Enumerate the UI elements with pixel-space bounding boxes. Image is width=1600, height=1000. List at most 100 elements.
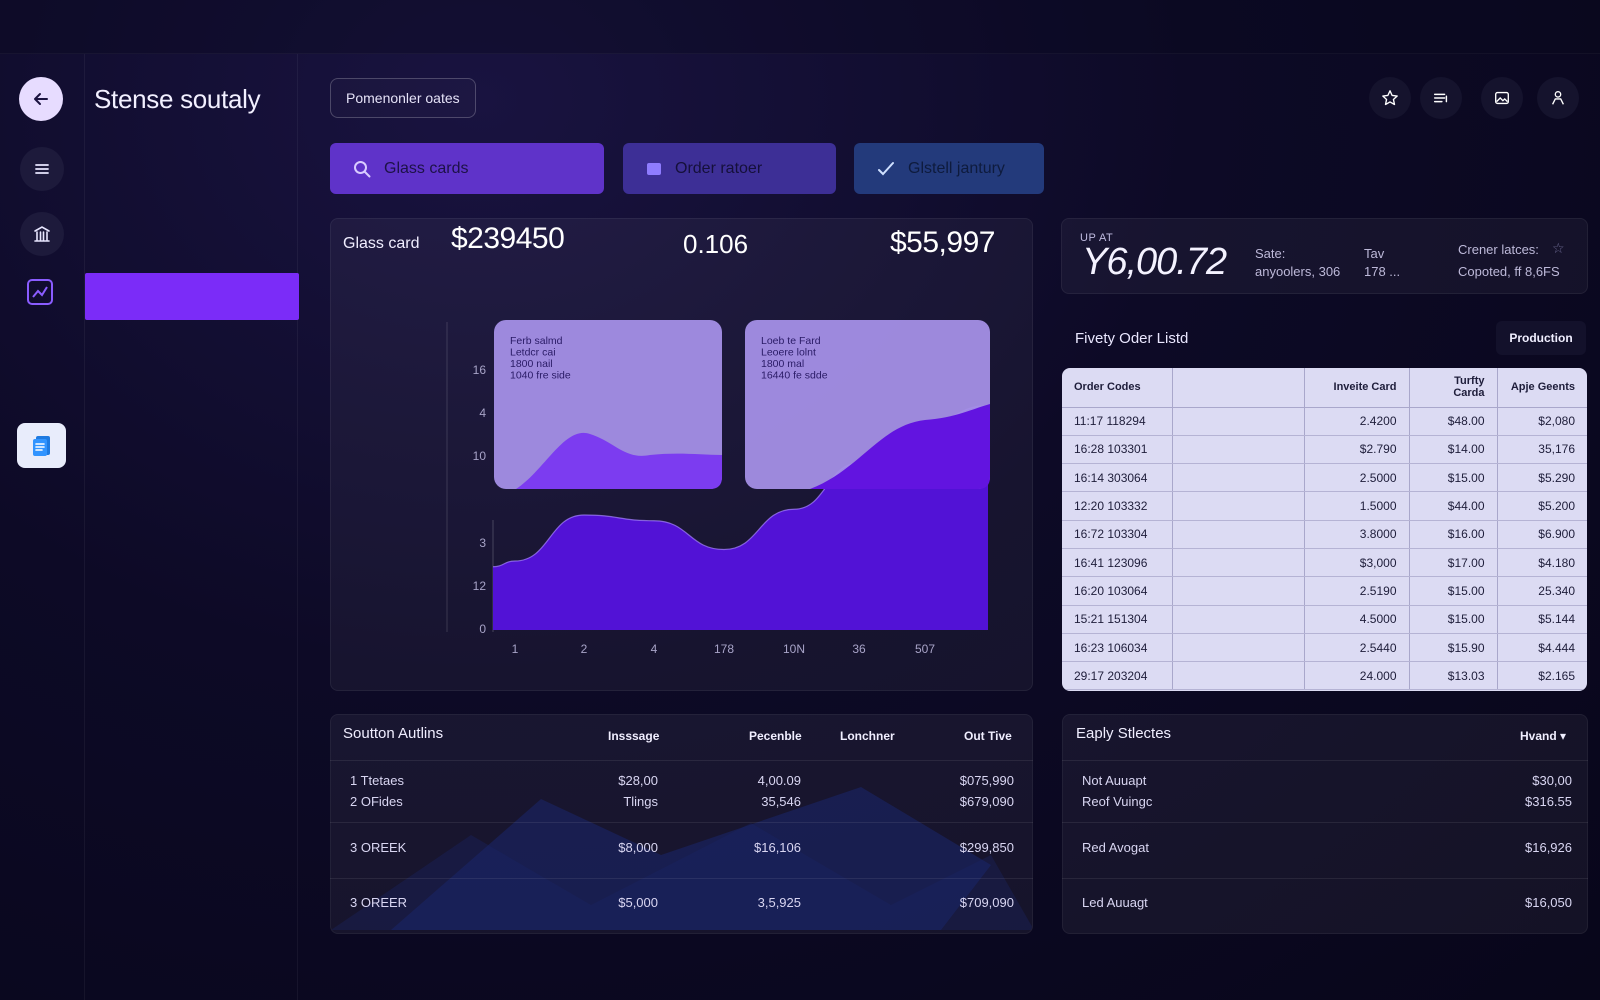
stat-label: Glass card — [343, 235, 420, 252]
table-cell: $2.790 — [1304, 435, 1410, 465]
summary-cell: 3 OREER — [350, 895, 408, 910]
table-cell: 35,176 — [1497, 435, 1587, 465]
column-header: Pecenble — [749, 729, 802, 743]
table-row[interactable]: 29:17 203204 24.000 $13.03 $2.165 — [1062, 661, 1587, 691]
table-cell: $44.00 — [1409, 491, 1498, 521]
kpi-sate-label: Sate: — [1255, 246, 1286, 261]
inset-text: 16440 fe sdde — [761, 370, 828, 382]
production-button[interactable]: Production — [1496, 321, 1586, 355]
summary-cell: Tlings — [623, 794, 658, 809]
table-cell: 2.5440 — [1304, 633, 1410, 663]
document-nav-button[interactable] — [17, 423, 66, 468]
analytics-nav-button[interactable] — [20, 272, 60, 312]
order-table-header[interactable]: Apje Geents — [1497, 368, 1587, 408]
image-icon — [1495, 91, 1509, 105]
inset-wave — [516, 432, 722, 489]
order-table-header[interactable]: Order Codes — [1062, 368, 1173, 408]
table-cell: $4.444 — [1497, 633, 1587, 663]
table-cell: $3,000 — [1304, 548, 1410, 578]
bank-icon — [34, 226, 50, 242]
divider — [1062, 878, 1588, 879]
column-header: Lonchner — [840, 729, 895, 743]
table-cell: $15.00 — [1409, 576, 1498, 606]
favorite-button[interactable] — [1369, 77, 1411, 119]
back-button[interactable] — [19, 77, 63, 121]
menu-icon — [35, 164, 49, 174]
table-row[interactable]: 11:17 118294 2.4200 $48.00 $2,080 — [1062, 407, 1587, 436]
stat-value-primary: $239450 — [451, 222, 565, 255]
table-cell: 3.8000 — [1304, 520, 1410, 549]
early-select-name: Led Auuagt — [1082, 895, 1148, 910]
table-cell: 2.5190 — [1304, 576, 1410, 606]
gallery-button[interactable] — [1481, 77, 1523, 119]
side-panel — [85, 54, 298, 1000]
summary-cell: 1 Ttetaes — [350, 773, 404, 788]
kpi-right-label: Crener latces: — [1458, 242, 1539, 257]
profile-button[interactable] — [1537, 77, 1579, 119]
list-icon — [1433, 93, 1448, 103]
summary-cell: 3,5,925 — [757, 895, 801, 910]
filter-label: Glstell jantury — [908, 159, 1005, 177]
order-table-header[interactable]: Inveite Card — [1304, 368, 1410, 408]
table-row[interactable]: 16:20 103064 2.5190 $15.00 25.340 — [1062, 576, 1587, 606]
menu-button[interactable] — [20, 147, 64, 191]
summary-cell: $299,850 — [959, 840, 1014, 855]
table-row[interactable]: 15:21 151304 4.5000 $15.00 $5.144 — [1062, 605, 1587, 634]
star-outline-icon[interactable]: ☆ — [1552, 240, 1565, 256]
inset-text: Letdcr cai — [510, 347, 556, 359]
kpi-tav-value: 178 ... — [1364, 264, 1401, 279]
table-cell: $2,080 — [1497, 407, 1587, 436]
table-row[interactable]: 16:28 103301 $2.790 $14.00 35,176 — [1062, 435, 1587, 465]
column-header: Out Tive — [964, 729, 1012, 743]
app-title: Stense soutaly — [94, 84, 261, 114]
table-cell: $15.90 — [1409, 633, 1498, 663]
filter-order-rate[interactable]: Order ratoer — [623, 143, 836, 194]
inset-text: 1040 fre side — [510, 370, 571, 382]
divider — [1062, 760, 1588, 761]
table-cell: $15.00 — [1409, 605, 1498, 634]
table-cell — [1172, 491, 1305, 521]
table-cell: 16:28 103301 — [1062, 435, 1173, 465]
y-tick-label: 10 — [473, 449, 487, 463]
table-cell: 16:20 103064 — [1062, 576, 1173, 606]
table-cell: $17.00 — [1409, 548, 1498, 578]
kpi-tav-label: Tav — [1364, 246, 1385, 261]
table-cell: 4.5000 — [1304, 605, 1410, 634]
x-tick-label: 10N — [783, 642, 805, 656]
inset-text: 1800 nail — [510, 358, 553, 370]
filter-label: Glass cards — [384, 159, 469, 177]
hvand-dropdown[interactable]: Hvand ▾ — [1520, 729, 1566, 743]
summary-cell: $075,990 — [959, 773, 1014, 788]
summary-cell: 2 OFides — [350, 794, 403, 809]
table-row[interactable]: 12:20 103332 1.5000 $44.00 $5.200 — [1062, 491, 1587, 521]
order-table-header[interactable]: Turfty Carda — [1409, 368, 1498, 408]
table-cell: 16:41 123096 — [1062, 548, 1173, 578]
table-row[interactable]: 16:23 106034 2.5440 $15.90 $4.444 — [1062, 633, 1587, 663]
breadcrumb[interactable]: Pomenonler oates — [330, 78, 476, 118]
folder-icon — [645, 160, 663, 178]
filter-glass-cards[interactable]: Glass cards — [330, 143, 604, 194]
table-cell: 16:14 303064 — [1062, 463, 1173, 493]
order-table-header[interactable] — [1172, 368, 1305, 408]
early-select-name: Not Auuapt — [1082, 773, 1147, 788]
inset-wave — [810, 404, 990, 489]
document-icon — [32, 435, 50, 456]
inset-text: Loeb te Fard — [761, 335, 821, 347]
early-selects-card — [1062, 714, 1588, 934]
chart-icon — [27, 279, 53, 305]
sidebar-active-item[interactable] — [85, 273, 299, 320]
table-cell: 12:20 103332 — [1062, 491, 1173, 521]
summary-cell: $679,090 — [959, 794, 1014, 809]
early-select-value: $30,00 — [1532, 773, 1572, 788]
kpi-sate-value: anyoolers, 306 — [1255, 264, 1341, 279]
y-tick-label: 12 — [473, 579, 487, 593]
kpi-card — [1061, 218, 1588, 294]
table-row[interactable]: 16:41 123096 $3,000 $17.00 $4.180 — [1062, 548, 1587, 578]
inset-text: Leoere lolnt — [761, 347, 816, 359]
bank-nav-button[interactable] — [20, 212, 64, 256]
summary-card — [330, 714, 1033, 934]
table-row[interactable]: 16:14 303064 2.5000 $15.00 $5.290 — [1062, 463, 1587, 493]
list-button[interactable] — [1420, 77, 1462, 119]
filter-jantury[interactable]: Glstell jantury — [854, 143, 1044, 194]
table-row[interactable]: 16:72 103304 3.8000 $16.00 $6.900 — [1062, 520, 1587, 549]
